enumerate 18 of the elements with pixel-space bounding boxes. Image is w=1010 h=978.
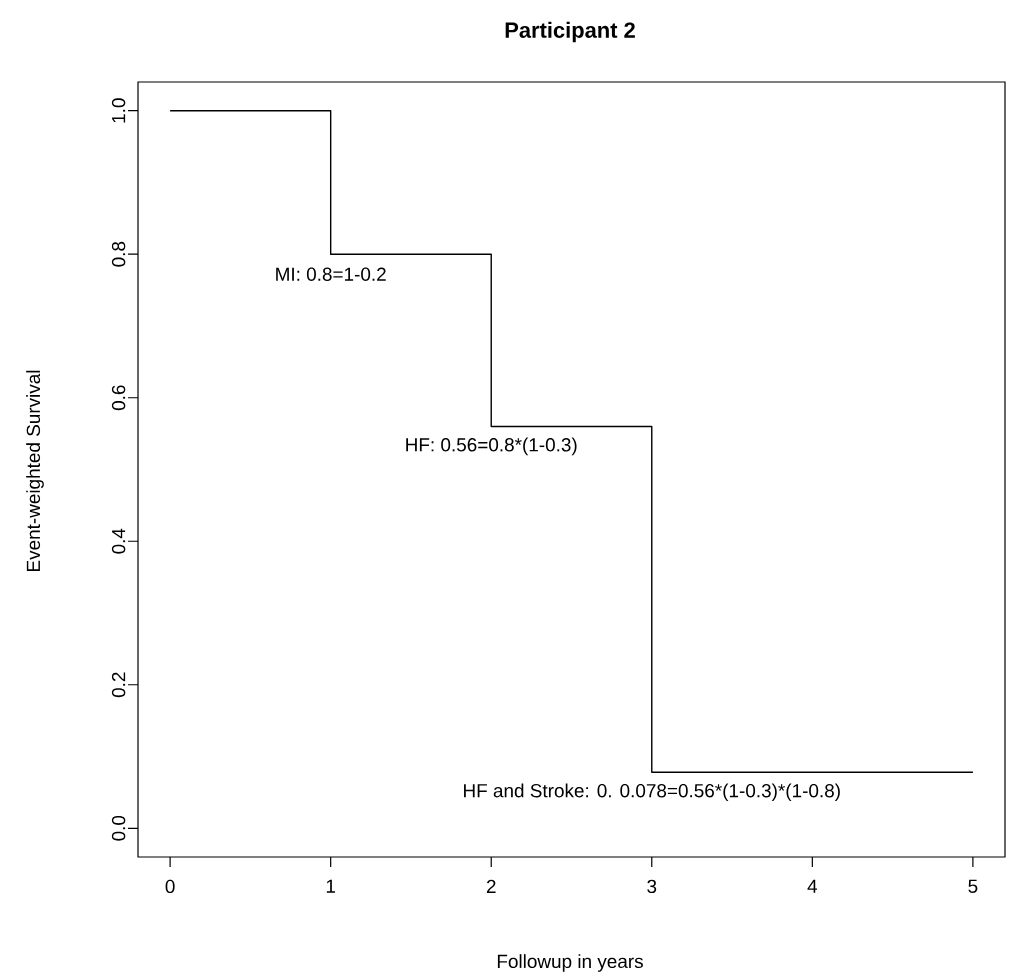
- x-tick-label: 1: [326, 879, 335, 893]
- y-tick-label: 0.4: [111, 528, 126, 554]
- x-tick-label: 0: [165, 879, 175, 894]
- y-tick-label: 0.6: [111, 385, 126, 411]
- annotation: MI: 0.8=1-0.2: [276, 267, 386, 281]
- x-tick-label: 3: [647, 879, 657, 894]
- y-tick-label: 1.0: [111, 98, 126, 123]
- y-axis-title: Event-weighted Survival: [26, 370, 44, 571]
- chart-title: Participant 2: [505, 21, 635, 43]
- y-tick-label: 0.8: [111, 241, 126, 267]
- x-tick-label: 5: [968, 879, 978, 893]
- y-tick-label: 0.0: [111, 815, 126, 841]
- y-tick-label: 0.2: [111, 672, 126, 698]
- x-tick-label: 4: [807, 879, 818, 893]
- annotation: HF: 0.56=0.8*(1-0.3): [406, 437, 577, 456]
- annotation: HF and Stroke: 0. 0.078=0.56*(1-0.3)*(1-0.8): [464, 783, 840, 802]
- x-tick-label: 2: [486, 879, 496, 893]
- x-axis-title: Followup in years: [497, 954, 643, 972]
